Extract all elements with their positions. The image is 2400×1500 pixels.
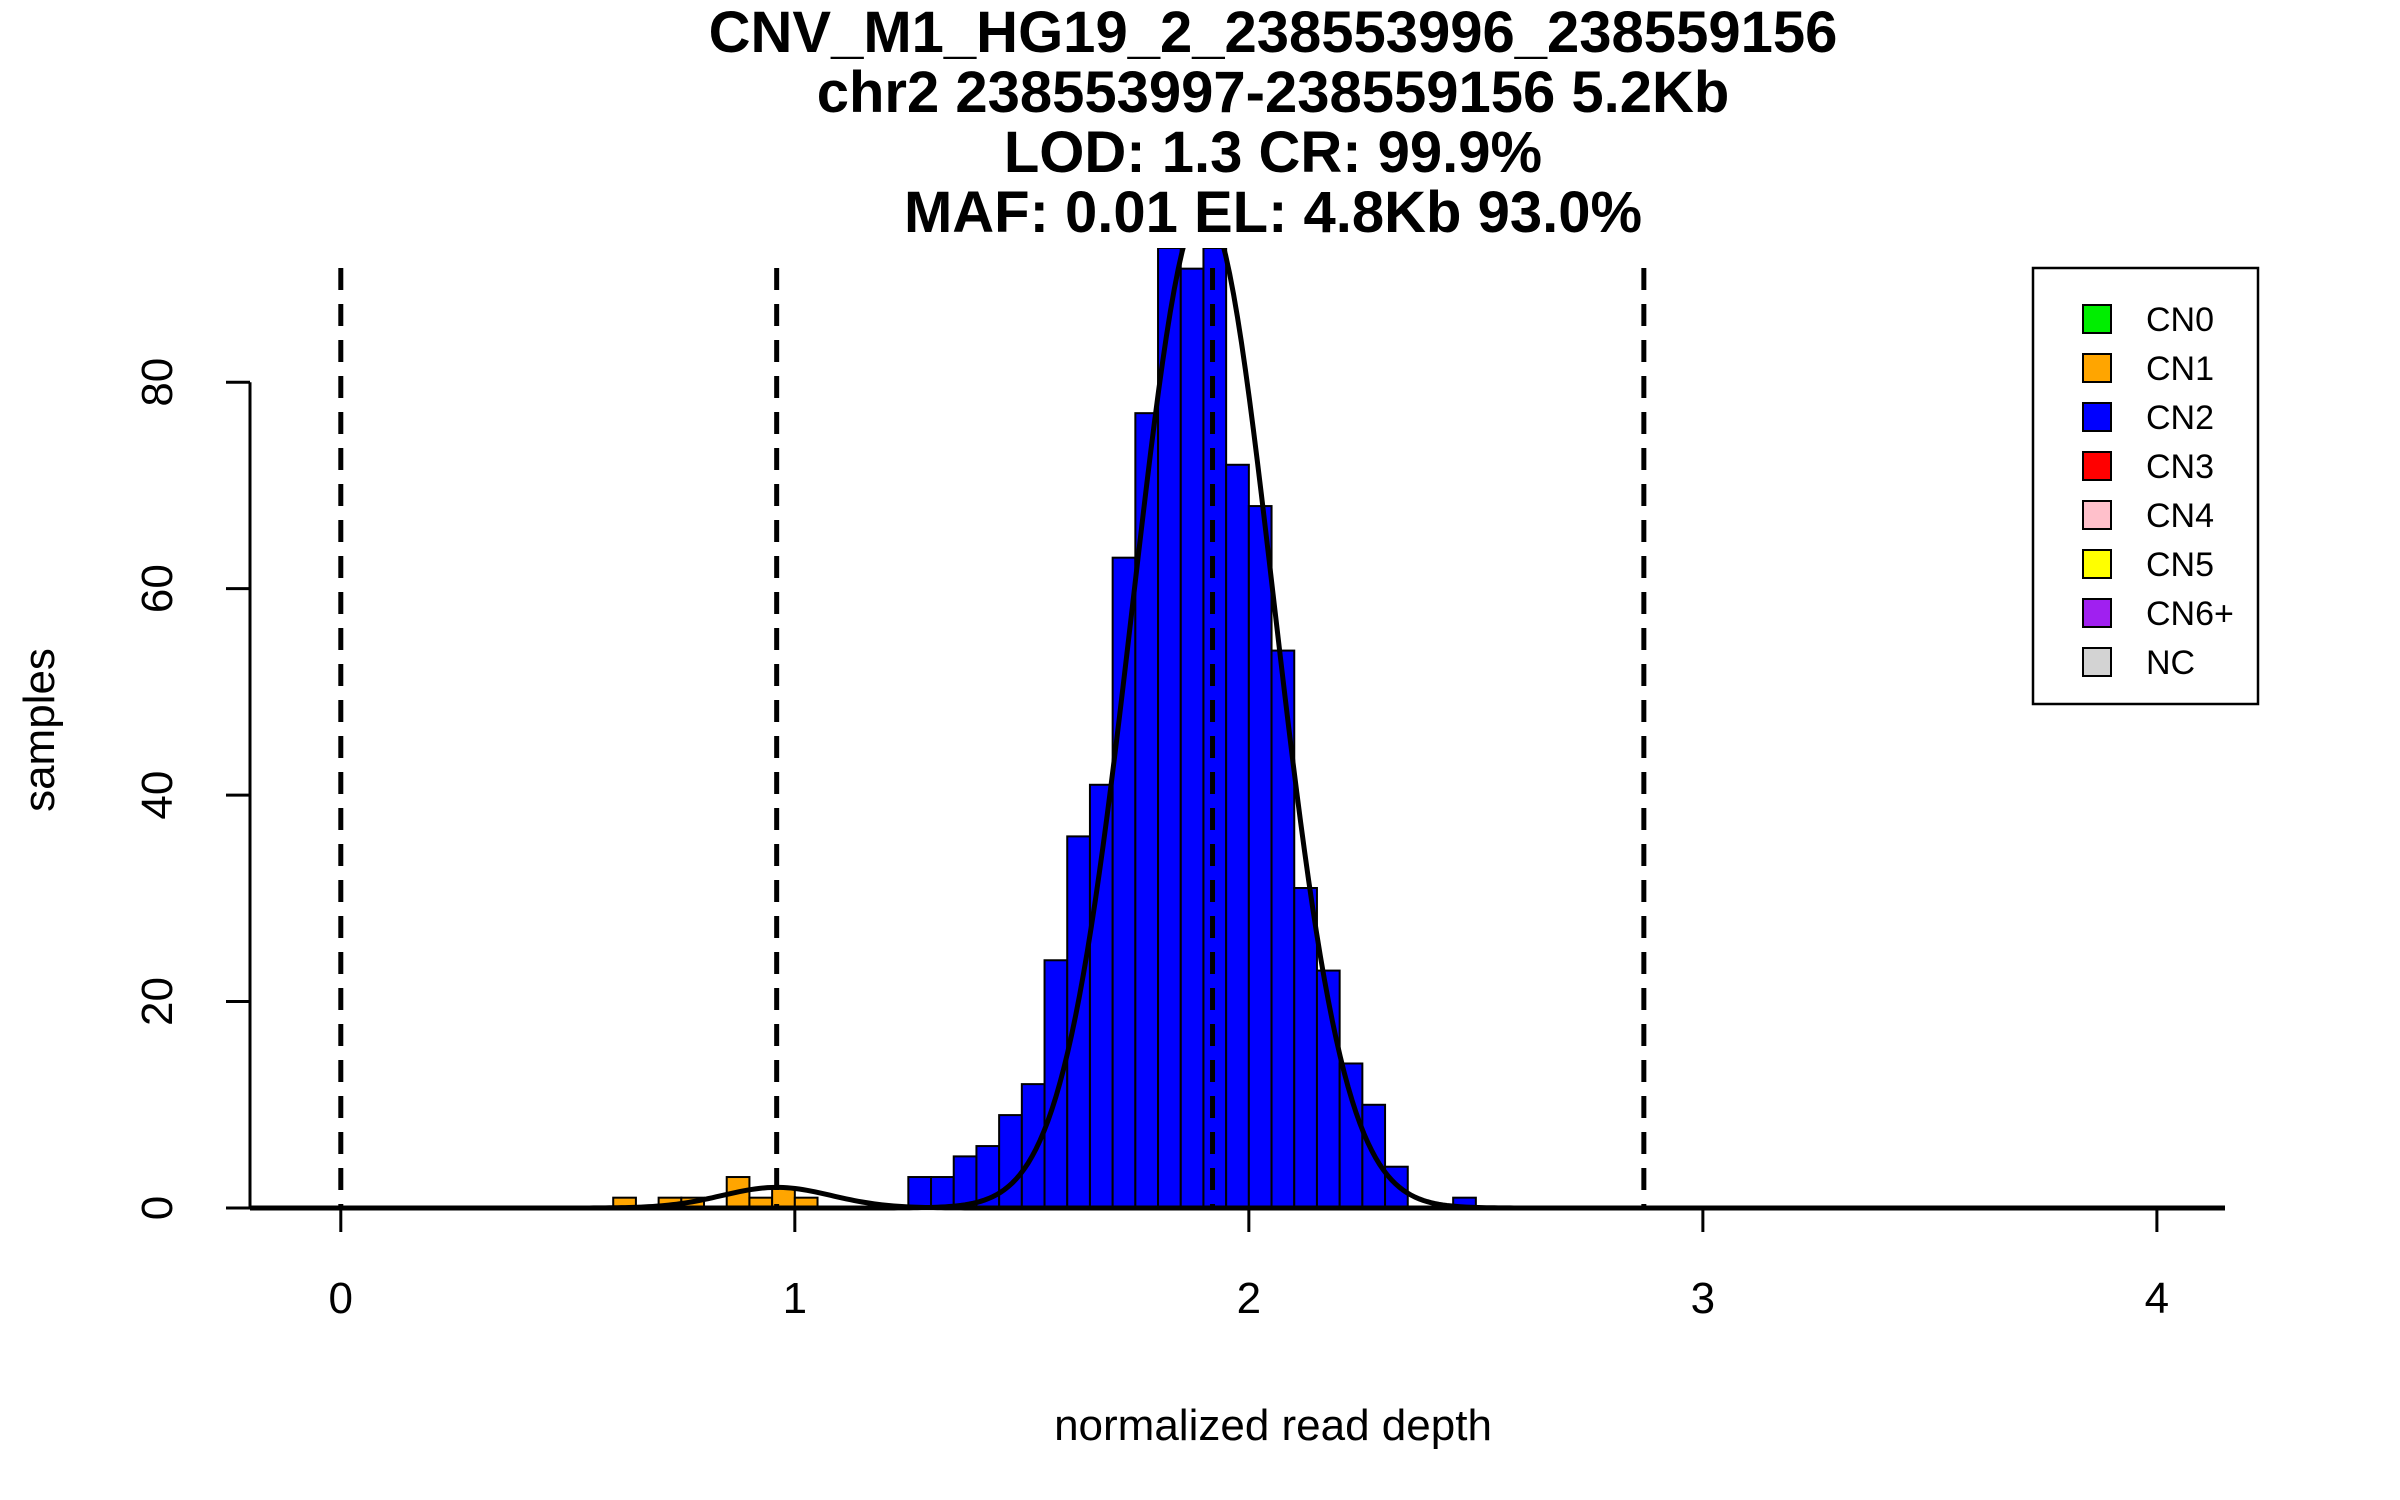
y-tick-label-3: 60 [133,564,182,613]
y-tick-label-4: 80 [133,358,182,407]
y-tick-label-0: 0 [133,1196,182,1220]
bar-cn2-7 [1066,835,1091,1209]
legend-label-cn3: CN3 [2146,448,2214,486]
legend-label-nc: NC [2146,644,2195,682]
bar-cn2-12 [1179,267,1205,1210]
x-axis-label: normalized read depth [1054,1401,1492,1450]
copy-number-reference-lines [338,268,1647,1208]
legend-items: CN0 CN1 CN2 CN3 CN4 CN5 CN6+ NC [2082,301,2234,682]
title-line-3: LOD: 1.3 CR: 99.9% [1004,120,1542,185]
y-tick-label-1: 20 [133,977,182,1026]
legend-swatch-cn2 [2082,402,2112,432]
legend-label-cn4: CN4 [2146,497,2214,535]
bar-cn2-5 [1020,1083,1046,1209]
legend-label-cn5: CN5 [2146,546,2214,584]
bar-cn2-6 [1043,959,1069,1209]
y-axis-ticks: 0 20 40 60 80 [133,358,250,1220]
legend-label-cn2: CN2 [2146,399,2214,437]
legend-label-cn1: CN1 [2146,350,2214,388]
bar-cn2-17 [1293,887,1318,1209]
x-tick-label-3: 3 [1691,1274,1715,1323]
title-line-4: MAF: 0.01 EL: 4.8Kb 93.0% [904,180,1642,245]
bar-cn2-19 [1338,1062,1364,1210]
bar-cn2-2 [952,1155,978,1209]
legend-swatch-cn0 [2082,304,2112,334]
bar-cn2-1 [930,1176,955,1209]
legend-label-cn0: CN0 [2146,301,2214,339]
bar-cn2-15 [1247,505,1273,1209]
legend-box [2031,266,2260,706]
bar-cn2-14 [1225,463,1250,1210]
legend-swatch-cn4 [2082,500,2112,530]
legend: CN0 CN1 CN2 CN3 CN4 CN5 CN6+ NC [2031,266,2260,706]
title-line-2: chr2 238553997-238559156 5.2Kb [817,60,1730,125]
x-axis-ticks: 0 1 2 3 4 [329,1208,2169,1323]
legend-swatch-cn3 [2082,451,2112,481]
axes: 0 1 2 3 4 0 20 40 60 80 [133,358,2225,1323]
bar-cn2-11 [1157,248,1182,1209]
histogram-bars [612,248,1477,1210]
x-tick-label-0: 0 [329,1274,353,1323]
legend-swatch-cn1 [2082,353,2112,383]
y-tick-label-2: 40 [133,771,182,820]
bar-cn2-9 [1111,556,1137,1209]
bar-cn2-0 [907,1176,933,1209]
title-line-1: CNV_M1_HG19_2_238553996_238559156 [709,0,1838,65]
legend-swatch-cn5 [2082,549,2112,579]
x-tick-label-4: 4 [2145,1274,2169,1323]
x-tick-label-2: 2 [1237,1274,1261,1323]
legend-swatch-cn6plus [2082,598,2112,628]
y-axis-label: samples [15,648,64,812]
x-tick-label-1: 1 [783,1274,807,1323]
bar-cn2-4 [998,1114,1023,1210]
chart-title: CNV_M1_HG19_2_238553996_238559156 chr2 2… [709,0,1838,245]
legend-label-cn6plus: CN6+ [2146,595,2234,633]
legend-swatch-nc [2082,647,2112,677]
